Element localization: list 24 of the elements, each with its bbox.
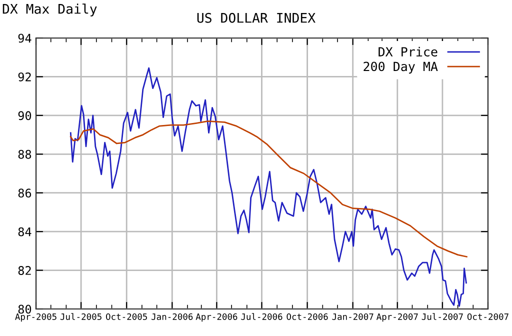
x-tick-label: Oct-2006 — [286, 313, 328, 320]
x-tick-label: Jan-2007 — [332, 313, 374, 320]
x-tick-label: Apr-2005 — [15, 313, 56, 322]
legend-label: 200 Day MA — [364, 62, 438, 74]
x-tick-label: Jan-2006 — [152, 313, 193, 320]
y-tick-label: 84 — [18, 227, 32, 236]
x-tick-label: Jul-2005 — [60, 313, 102, 320]
x-tick-label: Oct-2005 — [106, 313, 147, 320]
y-tick-label: 82 — [18, 266, 31, 275]
chart-title: US DOLLAR INDEX — [197, 12, 316, 23]
y-tick-label: 88 — [18, 150, 32, 159]
y-tick-label: 90 — [18, 111, 32, 120]
x-tick-label: Oct-2007 — [467, 313, 508, 320]
x-tick-label: Jul-2006 — [241, 313, 282, 320]
legend-label: DX Price — [378, 46, 438, 56]
y-tick-label: 92 — [18, 72, 31, 82]
line-series — [70, 120, 468, 258]
y-tick-label: 80 — [18, 304, 32, 314]
chart-subtitle: DX Max Daily — [2, 4, 97, 16]
x-tick-label: Apr-2007 — [376, 313, 418, 322]
x-tick-label: Jul-2007 — [422, 313, 463, 320]
x-tick-label: Apr-2006 — [196, 313, 238, 322]
y-tick-label: 86 — [18, 188, 32, 198]
y-tick-label: 94 — [18, 34, 32, 43]
